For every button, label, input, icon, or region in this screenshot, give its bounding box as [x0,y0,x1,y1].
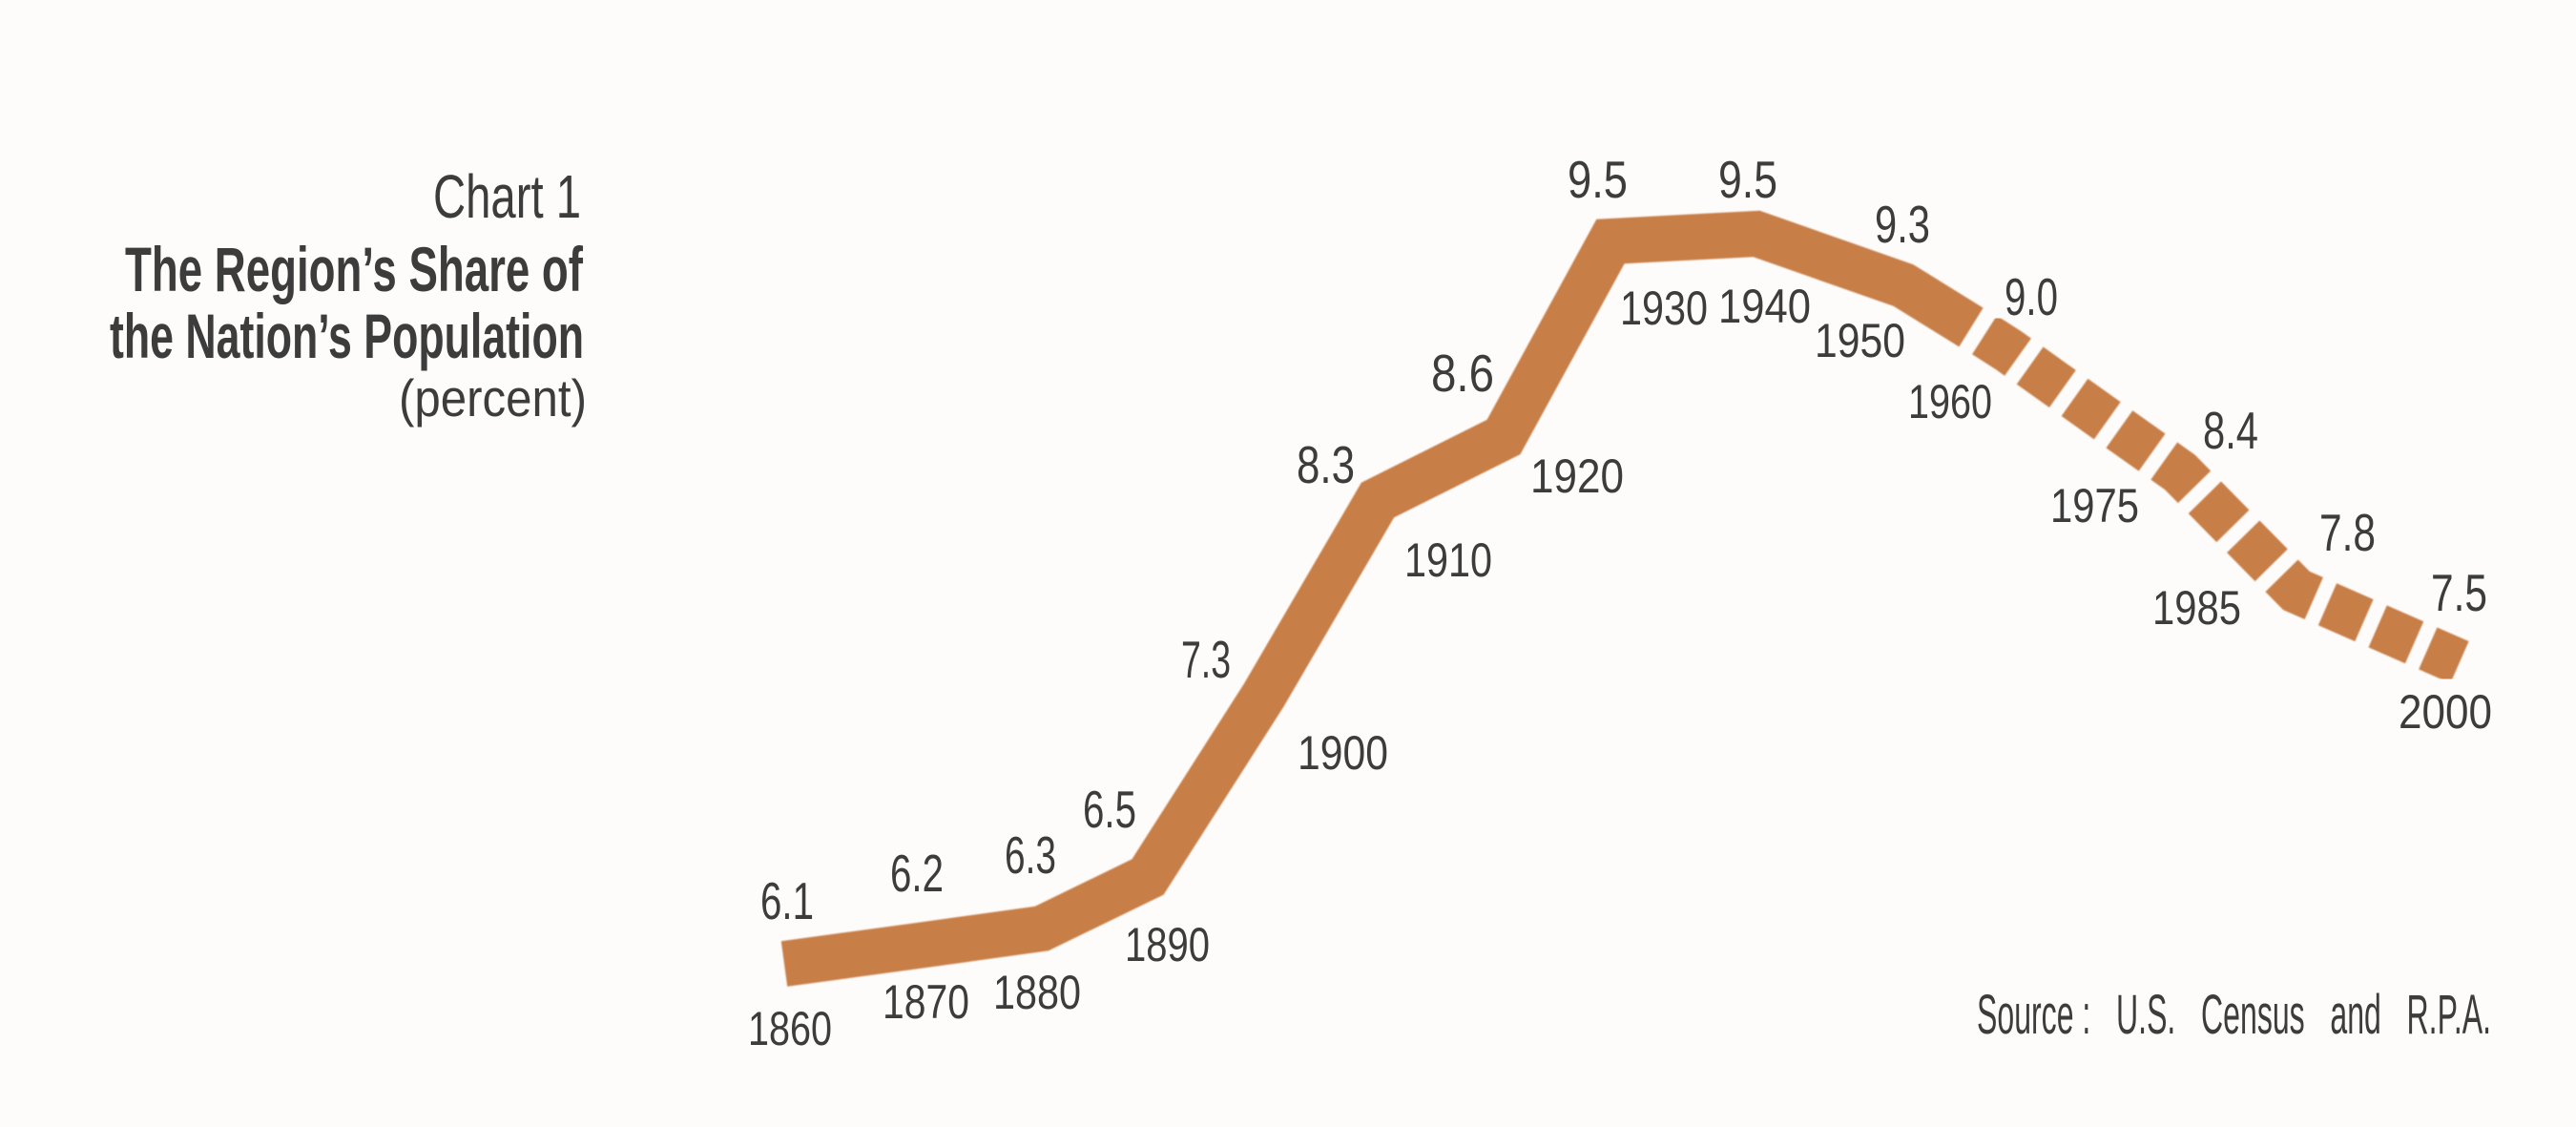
svg-text:1985: 1985 [2152,581,2241,635]
svg-text:(percent): (percent) [399,368,587,428]
svg-text:6.1: 6.1 [760,871,814,930]
svg-text:1910: 1910 [1404,533,1492,587]
svg-text:1880: 1880 [993,966,1081,1019]
svg-text:6.2: 6.2 [890,844,944,903]
svg-text:1950: 1950 [1815,314,1905,367]
svg-text:9.0: 9.0 [2005,267,2058,326]
svg-text:Chart 1: Chart 1 [433,162,581,231]
svg-text:Source : U.S. Census and: Source : U.S. Census and R.P.A. [1977,984,2491,1046]
svg-text:7.3: 7.3 [1181,630,1231,689]
svg-text:the Nation’s Population: the Nation’s Population [110,301,584,371]
svg-text:8.3: 8.3 [1297,435,1355,494]
svg-text:The Region’s Share of: The Region’s Share of [125,234,584,304]
svg-text:7.8: 7.8 [2319,503,2376,562]
svg-text:1920: 1920 [1530,449,1624,503]
svg-text:9.5: 9.5 [1568,150,1628,209]
svg-text:7.5: 7.5 [2431,563,2487,622]
svg-text:2000: 2000 [2399,685,2492,739]
svg-text:8.4: 8.4 [2203,401,2258,460]
svg-text:9.5: 9.5 [1718,150,1777,209]
svg-text:1930: 1930 [1620,282,1708,335]
svg-text:9.3: 9.3 [1875,195,1930,254]
svg-text:6.5: 6.5 [1083,780,1136,839]
svg-text:6.3: 6.3 [1005,825,1056,885]
svg-text:1975: 1975 [2050,479,2139,532]
svg-text:1860: 1860 [748,1002,832,1055]
svg-text:1960: 1960 [1908,375,1992,428]
svg-text:1940: 1940 [1718,280,1811,333]
svg-text:1900: 1900 [1298,726,1388,780]
svg-text:8.6: 8.6 [1431,344,1494,403]
svg-text:1870: 1870 [883,975,969,1029]
svg-text:1890: 1890 [1125,918,1210,971]
